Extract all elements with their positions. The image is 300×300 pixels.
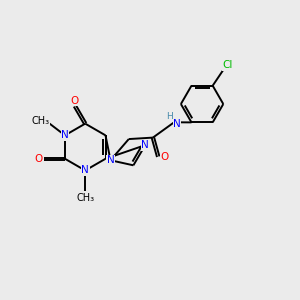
Text: O: O [71,96,79,106]
Text: Cl: Cl [222,60,233,70]
Text: N: N [61,130,69,140]
Text: N: N [106,155,114,165]
Text: N: N [173,119,181,129]
Text: CH₃: CH₃ [76,194,94,203]
Text: N: N [141,140,149,150]
Text: O: O [160,152,169,162]
Text: N: N [81,166,89,176]
Text: O: O [34,154,43,164]
Text: CH₃: CH₃ [32,116,50,126]
Text: H: H [166,112,173,121]
